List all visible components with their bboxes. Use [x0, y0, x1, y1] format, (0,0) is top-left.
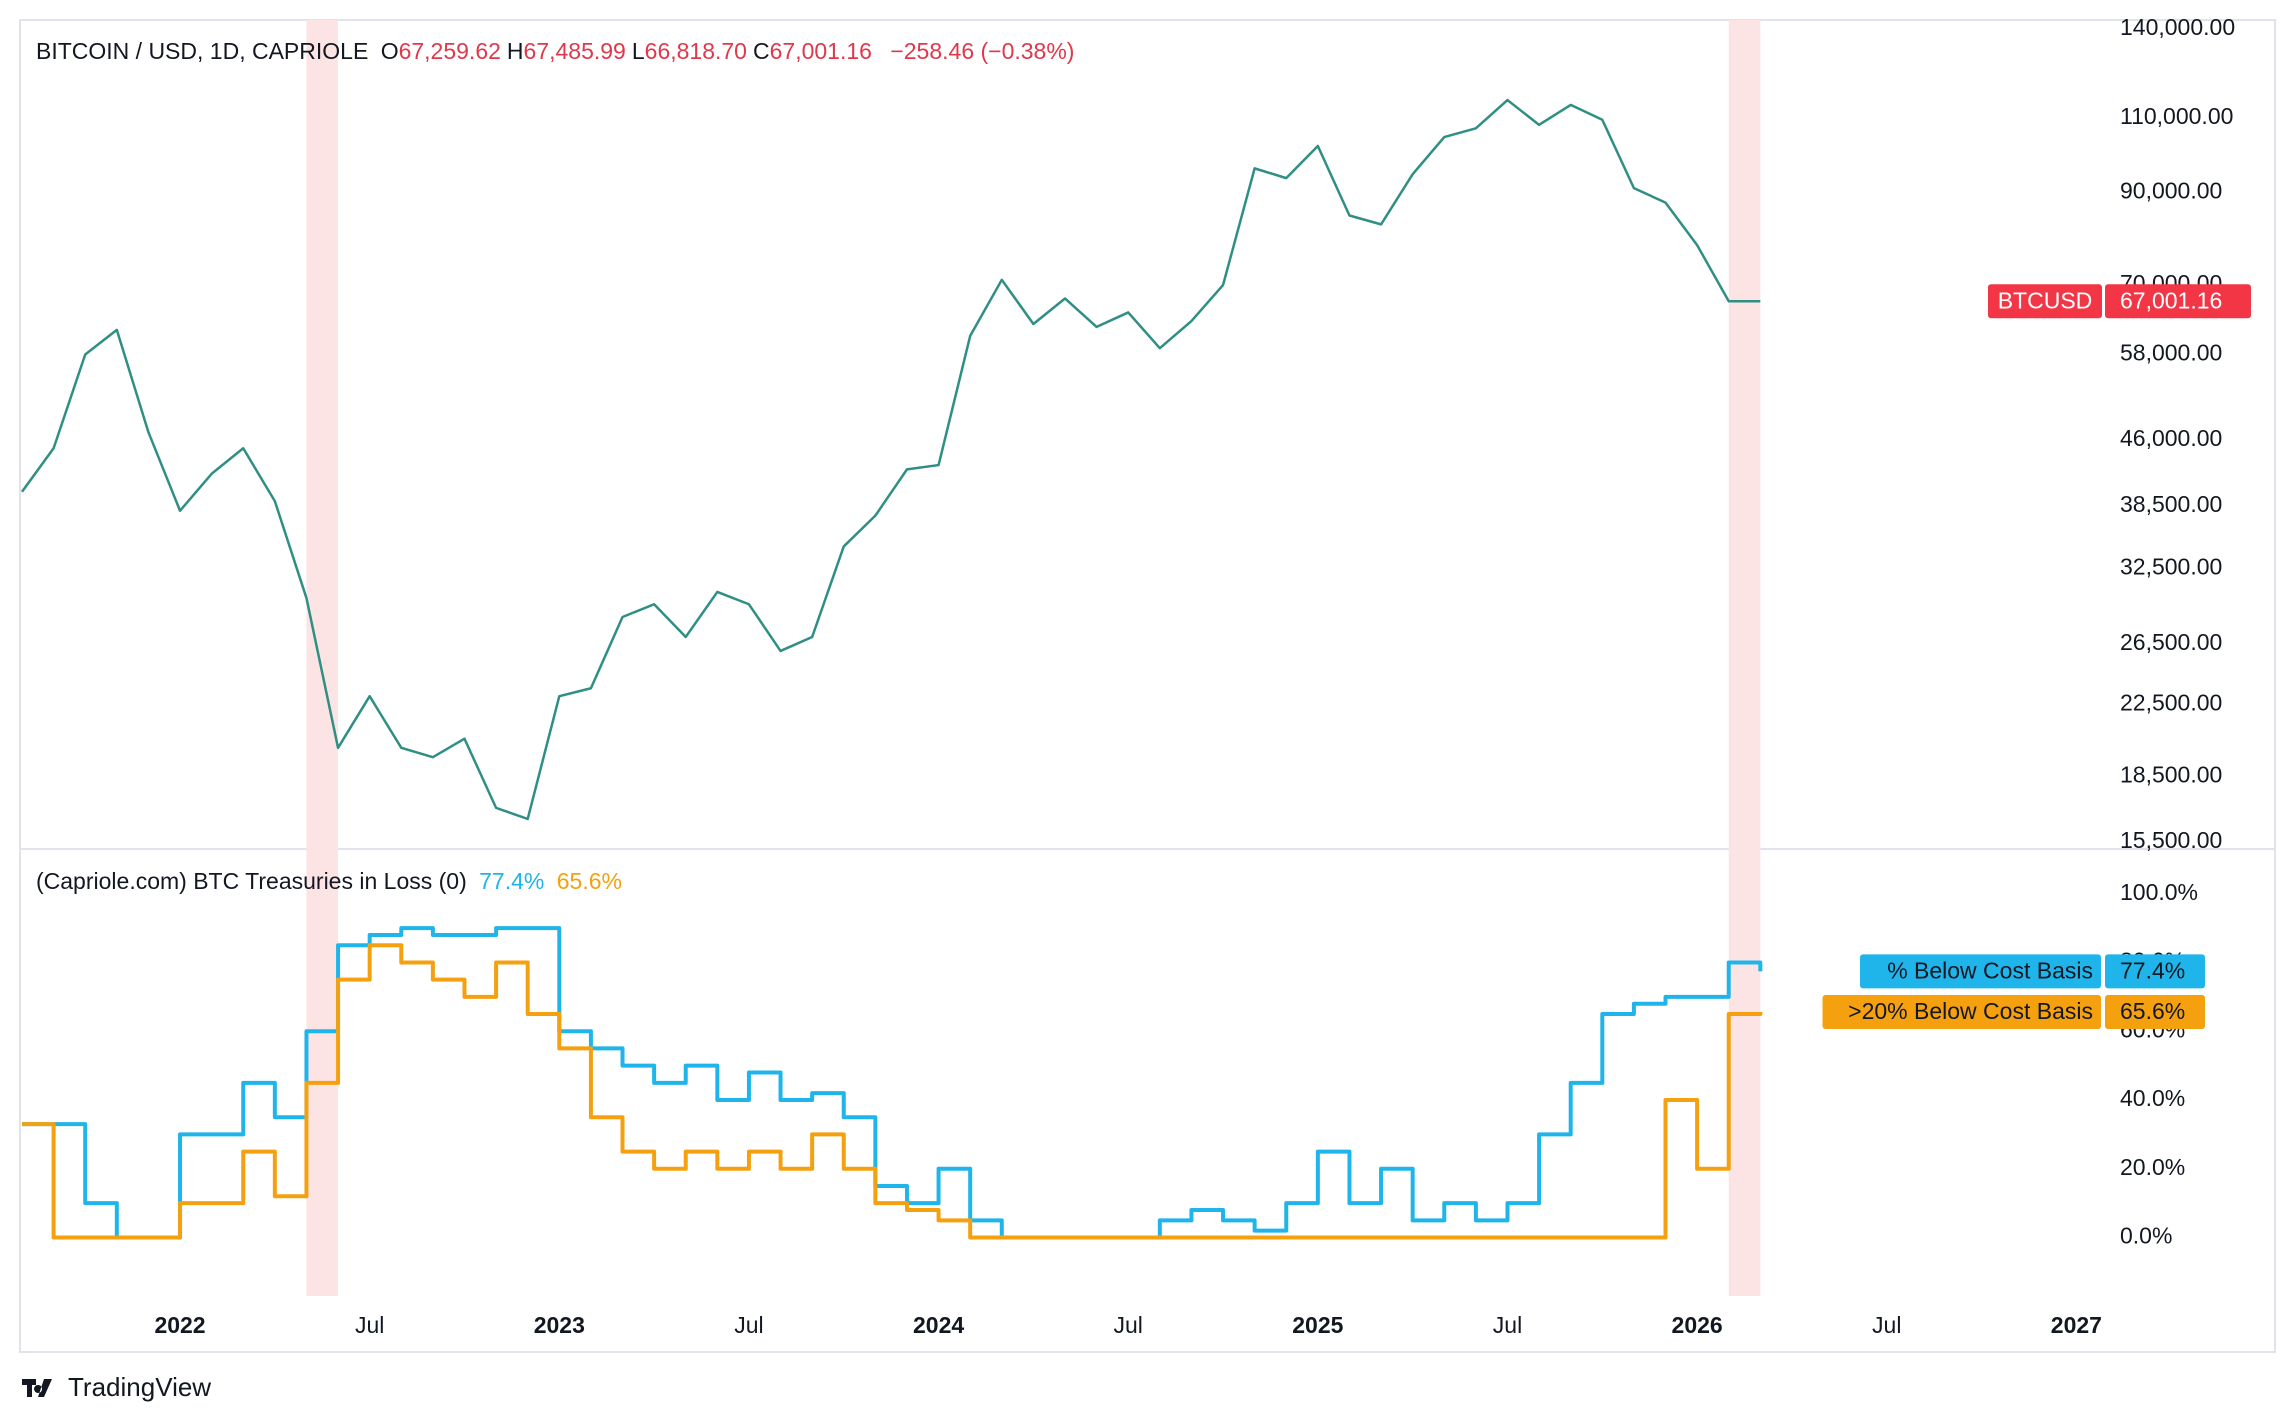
x-tick-label: Jul — [1114, 1312, 1143, 1338]
price-tag-label: 67,001.16 — [2120, 287, 2222, 313]
series-line — [20, 98, 1761, 821]
indicator-value: 65.6% — [556, 868, 622, 894]
x-tick-label: 2024 — [913, 1312, 964, 1338]
value-tag-label: 77.4% — [2120, 957, 2185, 983]
value-tag — [2105, 954, 2205, 989]
x-tick-label: 2022 — [154, 1312, 205, 1338]
x-tick-label: 2027 — [2051, 1312, 2102, 1338]
y-tick-label: 22,500.00 — [2120, 689, 2222, 715]
price-tag — [2105, 284, 2251, 319]
series-tag-name: % Below Cost Basis — [1887, 957, 2093, 983]
x-tick-label: Jul — [1493, 1312, 1522, 1338]
y-tick-label: 18,500.00 — [2120, 762, 2222, 788]
ohlc-key: O — [380, 38, 399, 64]
series-tag — [1822, 994, 2101, 1029]
brand-name: TradingView — [68, 1372, 212, 1402]
frame — [19, 19, 2276, 1353]
x-tick-label: Jul — [355, 1312, 384, 1338]
chart-title: BITCOIN / USD, 1D, CAPRIOLE — [36, 38, 369, 64]
series-line — [22, 926, 1763, 1240]
brand: TradingView — [20, 1372, 211, 1403]
y-tick-label: 58,000.00 — [2120, 340, 2222, 366]
x-tick-label: Jul — [734, 1312, 763, 1338]
ohlc-key: L — [631, 38, 645, 64]
highlight-range — [1728, 20, 1761, 1296]
y-tick-label: 20.0% — [2120, 1154, 2185, 1180]
ohlc-value: 66,818.70 — [644, 38, 747, 64]
x-tick-label: Jul — [1872, 1312, 1901, 1338]
series-tag — [1860, 954, 2101, 989]
symbol-tag-name: BTCUSD — [1998, 287, 2093, 313]
x-tick-label: 2026 — [1672, 1312, 1723, 1338]
price-tags: BTCUSD 67,001.16 % Below Cost Basis 77.4% >2… — [1822, 284, 2251, 1029]
symbol-tag — [1988, 284, 2102, 319]
value-tag — [2105, 994, 2205, 1029]
y-tick-label: 38,500.00 — [2120, 491, 2222, 517]
y-tick-label: 110,000.00 — [2120, 103, 2233, 129]
y-tick-label: 140,000.00 — [2120, 14, 2235, 40]
ohlc-value: 67,259.62 — [398, 38, 501, 64]
ohlc-key: C — [752, 38, 770, 64]
value-tag-label: 65.6% — [2120, 998, 2185, 1024]
highlights — [306, 20, 1761, 1296]
y-tick-label: 0.0% — [2120, 1223, 2172, 1249]
y-tick-label: 26,500.00 — [2120, 629, 2222, 655]
ohlc-value: 67,001.16 — [769, 38, 872, 64]
change: −258.46 (−0.38%) — [890, 38, 1075, 64]
x-tick-label: 2025 — [1292, 1312, 1343, 1338]
ohlc-key: H — [506, 38, 524, 64]
y-tick-label: 46,000.00 — [2120, 425, 2222, 451]
price-header: BITCOIN / USD, 1D, CAPRIOLE O67,259.62 H6… — [36, 36, 1080, 66]
y-tick-label: 40.0% — [2120, 1085, 2185, 1111]
indicator-value: 77.4% — [479, 868, 545, 894]
ohlc: O67,259.62 H67,485.99 L66,818.70 C67,001.16 — [381, 38, 878, 64]
plot-area — [20, 98, 1763, 1240]
indicator-header: (Capriole.com) BTC Treasuries in Loss (0… — [36, 866, 628, 896]
ohlc-value: 67,485.99 — [523, 38, 626, 64]
y-tick-label: 90,000.00 — [2120, 177, 2222, 203]
series-tag-name: >20% Below Cost Basis — [1848, 998, 2093, 1024]
indicator-title: (Capriole.com) BTC Treasuries in Loss (0… — [36, 868, 467, 894]
y-tick-label: 100.0% — [2120, 879, 2198, 905]
highlight-range — [306, 20, 339, 1296]
brand-logo — [22, 1378, 52, 1397]
series-line — [22, 943, 1763, 1240]
y-tick-label: 15,500.00 — [2120, 827, 2222, 853]
axes: 140,000.00110,000.0090,000.0070,000.0058… — [154, 14, 2235, 1338]
y-tick-label: 32,500.00 — [2120, 554, 2222, 580]
x-tick-label: 2023 — [534, 1312, 585, 1338]
